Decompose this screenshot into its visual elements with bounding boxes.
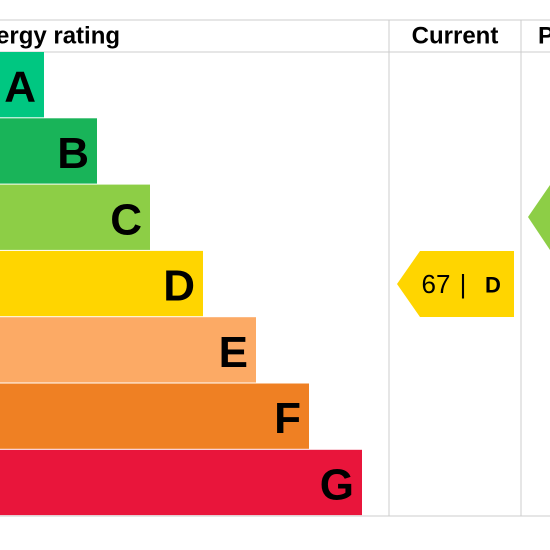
band-bar	[0, 449, 362, 516]
current-arrow	[397, 251, 514, 317]
potential-arrow	[528, 185, 550, 250]
band-letter: F	[274, 394, 301, 443]
current-score: 67	[422, 269, 451, 299]
band-bar	[0, 184, 150, 250]
potential-title: P	[538, 23, 550, 50]
current-title: Current	[412, 23, 499, 50]
current-rating: D	[485, 273, 501, 298]
band-letter: E	[219, 328, 248, 377]
band-letter: C	[110, 195, 142, 244]
band-bar	[0, 383, 309, 449]
band-bar	[0, 118, 97, 184]
band-letter: G	[320, 460, 354, 509]
band-bar	[0, 52, 44, 118]
rating-title: ergy rating	[0, 23, 120, 50]
band-bar	[0, 250, 203, 317]
band-letter: D	[163, 262, 195, 311]
band-letter: B	[57, 129, 89, 178]
band-bar	[0, 317, 256, 383]
band-letter: A	[4, 63, 36, 112]
current-separator: |	[460, 269, 467, 299]
